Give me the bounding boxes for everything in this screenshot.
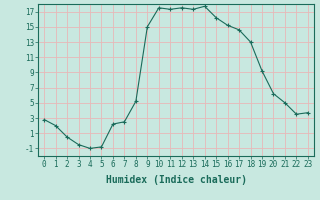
X-axis label: Humidex (Indice chaleur): Humidex (Indice chaleur) [106, 175, 246, 185]
